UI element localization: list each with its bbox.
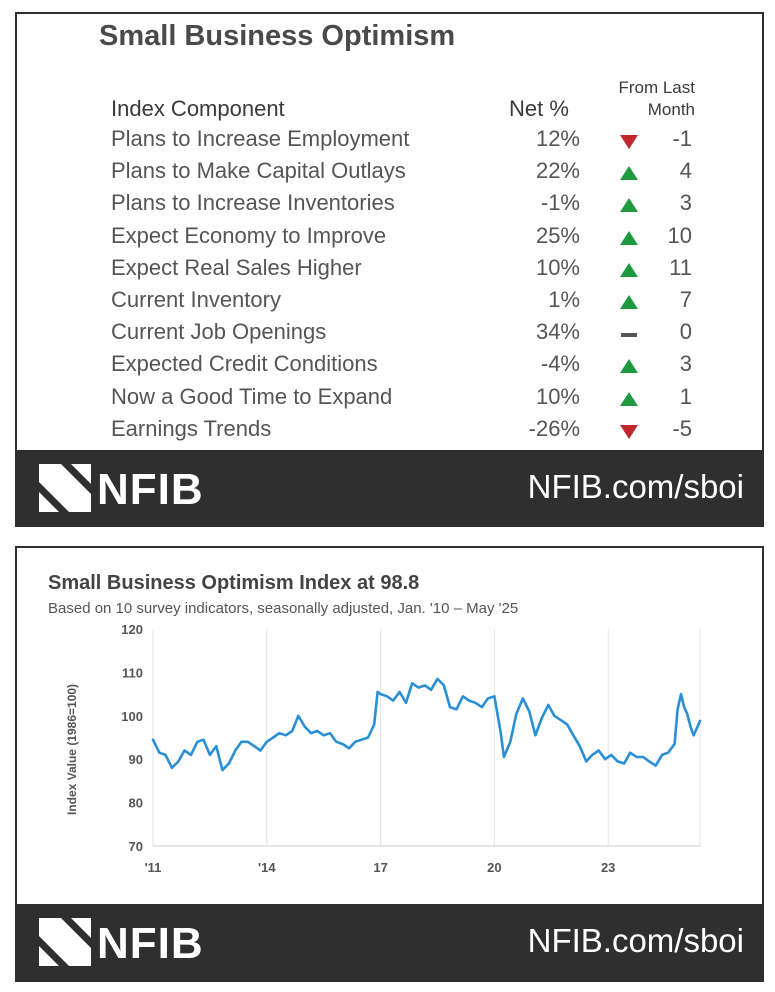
header-net-percent: Net % [509, 96, 569, 121]
up-arrow-icon [620, 391, 638, 406]
components-table-panel: Small Business Optimism From Last Month … [15, 12, 764, 527]
row-net-percent: 22% [535, 158, 580, 184]
row-change: 4 [679, 158, 692, 184]
row-change: 1 [679, 383, 692, 409]
down-arrow-icon [620, 424, 638, 439]
row-net-percent: 10% [535, 383, 580, 409]
table-row: Plans to Increase Inventories -1% 3 [17, 190, 762, 222]
table-title: Small Business Optimism [99, 20, 456, 52]
x-tick-label: 17 [373, 860, 387, 875]
nfib-logo-2: NFIB [39, 918, 239, 968]
row-change: 0 [679, 319, 692, 345]
up-arrow-icon [620, 295, 638, 309]
chart-title: Small Business Optimism Index at 98.8 [48, 572, 420, 594]
y-tick-label: 120 [121, 622, 143, 637]
x-tick-label: 20 [487, 860, 501, 875]
table-row: Expect Real Sales Higher 10% 11 [17, 255, 762, 287]
line-chart: '11 '14 17 20 23 70 80 90 100 110 120 Index Value (… [65, 622, 702, 875]
y-tick-label: 100 [121, 709, 143, 724]
up-arrow-icon [620, 166, 638, 181]
row-label: Current Inventory [111, 287, 281, 312]
row-net-percent: -4% [540, 351, 580, 377]
nfib-logo-icon [39, 918, 91, 966]
table-row: Current Inventory 1% 7 [17, 287, 762, 319]
up-arrow-icon [620, 359, 638, 374]
logo-text: NFIB [97, 919, 204, 968]
header-index-component: Index Component [111, 96, 285, 121]
row-change: 3 [679, 190, 692, 216]
site-link[interactable]: NFIB.com/sboi [527, 468, 744, 505]
row-net-percent: -26% [528, 415, 580, 441]
flat-dash-icon [621, 333, 637, 338]
optimism-chart-panel: Small Business Optimism Index at 98.8 Ba… [15, 546, 764, 982]
table-row: Expect Economy to Improve 25% 10 [17, 223, 762, 255]
row-label: Expect Economy to Improve [111, 222, 387, 248]
header-change-line2: Month [647, 100, 695, 119]
footer-bar-2: NFIB NFIB.com/sboi [17, 904, 762, 980]
table-row: Current Job Openings 34% 0 [17, 319, 762, 351]
y-axis-label: Index Value (1986=100) [65, 684, 79, 815]
table-row: Now a Good Time to Expand 10% 1 [17, 384, 762, 416]
row-label: Now a Good Time to Expand [111, 383, 393, 409]
row-change: 11 [669, 254, 692, 280]
row-net-percent: 12% [535, 126, 580, 151]
row-change: 3 [679, 351, 692, 377]
row-label: Plans to Increase Inventories [111, 190, 395, 216]
table-row: Plans to Increase Employment 12% -1 [17, 126, 762, 158]
up-arrow-icon [620, 230, 638, 245]
table-row: Expected Credit Conditions -4% 3 [17, 351, 762, 383]
x-tick-label: '11 [145, 860, 162, 875]
footer-bar: NFIB NFIB.com/sboi [17, 450, 762, 525]
up-arrow-icon [620, 198, 638, 213]
header-change-line1: From Last [618, 78, 695, 97]
y-tick-label: 80 [129, 796, 143, 811]
y-tick-label: 110 [122, 665, 143, 680]
row-change: -5 [672, 415, 692, 441]
row-net-percent: -1% [540, 190, 580, 216]
nfib-logo-icon [39, 464, 91, 512]
site-link-2[interactable]: NFIB.com/sboi [527, 922, 744, 959]
up-arrow-icon [620, 262, 638, 277]
row-label: Plans to Increase Employment [111, 126, 410, 151]
down-arrow-icon [620, 135, 638, 149]
row-net-percent: 25% [535, 222, 580, 248]
row-net-percent: 1% [548, 287, 580, 312]
table-row: Plans to Make Capital Outlays 22% 4 [17, 158, 762, 190]
row-net-percent: 34% [535, 319, 580, 345]
row-label: Earnings Trends [111, 415, 272, 441]
y-tick-label: 70 [129, 839, 143, 854]
row-label: Expected Credit Conditions [111, 351, 378, 377]
index-series-line [151, 677, 702, 772]
row-change: -1 [672, 126, 692, 151]
logo-text: NFIB [97, 465, 204, 514]
x-tick-label: '14 [258, 860, 276, 875]
row-net-percent: 10% [535, 254, 580, 280]
row-change: 10 [667, 222, 692, 248]
x-tick-label: 23 [601, 860, 615, 875]
table-row: Earnings Trends -26% -5 [17, 416, 762, 448]
nfib-logo: NFIB [39, 464, 239, 514]
row-label: Current Job Openings [111, 319, 327, 345]
chart-subtitle: Based on 10 survey indicators, seasonall… [48, 600, 519, 617]
row-label: Expect Real Sales Higher [111, 254, 362, 280]
row-change: 7 [679, 287, 692, 312]
y-tick-label: 90 [129, 752, 143, 767]
row-label: Plans to Make Capital Outlays [111, 158, 406, 184]
